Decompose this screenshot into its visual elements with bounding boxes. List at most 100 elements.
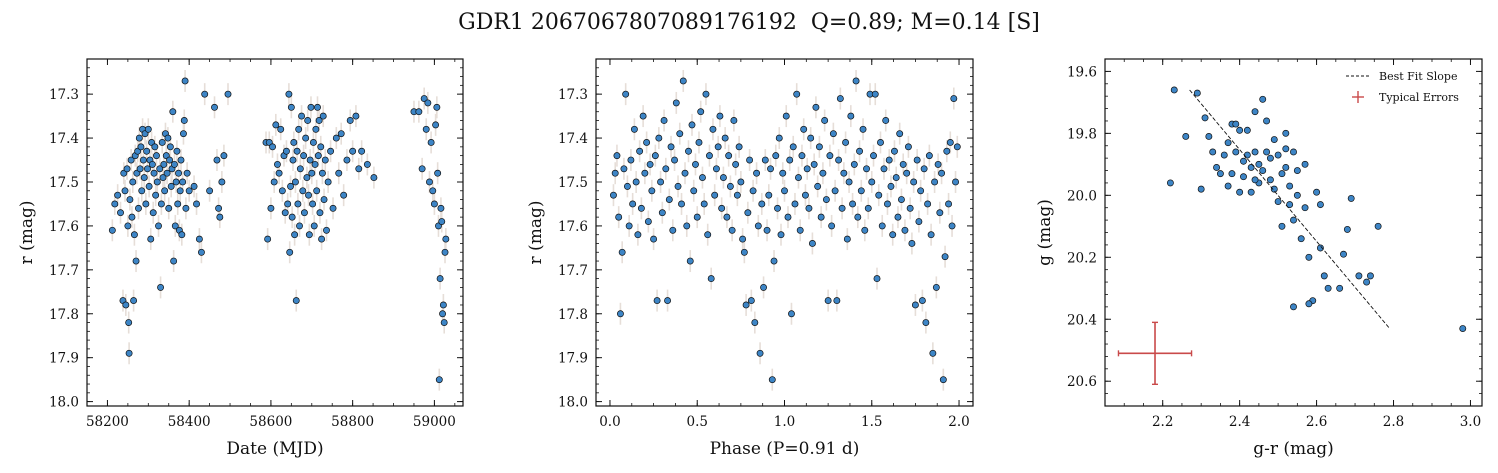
data-point <box>800 125 808 133</box>
data-point <box>650 235 658 243</box>
data-point <box>1228 170 1236 178</box>
data-point <box>786 156 794 164</box>
y-tick-label: 17.8 <box>558 307 588 323</box>
data-point <box>700 200 708 208</box>
data-point <box>1209 148 1217 156</box>
data-point <box>678 200 685 208</box>
data-point <box>148 160 156 168</box>
data-point <box>863 165 870 173</box>
legend: Best Fit Slope Typical Errors <box>1346 70 1459 104</box>
data-point <box>320 196 328 204</box>
data-point <box>1282 163 1290 171</box>
data-point <box>1313 188 1321 196</box>
data-point <box>426 178 433 186</box>
data-point <box>128 213 136 221</box>
x-tick-label: 59000 <box>413 414 456 430</box>
data-point <box>165 204 173 212</box>
data-point <box>270 178 278 186</box>
data-point <box>828 222 836 230</box>
data-point <box>1251 148 1259 156</box>
data-point <box>707 275 715 283</box>
data-point <box>153 152 160 160</box>
data-point <box>173 147 181 155</box>
data-point <box>688 121 696 129</box>
data-point <box>355 165 363 173</box>
data-point <box>751 319 759 326</box>
data-point <box>160 160 168 168</box>
data-point <box>791 200 799 208</box>
data-point <box>871 90 879 98</box>
data-point <box>272 121 280 129</box>
data-point <box>924 200 932 208</box>
data-point <box>314 152 322 160</box>
data-point <box>308 169 316 177</box>
data-point <box>427 139 435 146</box>
y-tick-label: 17.7 <box>558 263 588 279</box>
data-point <box>854 213 862 221</box>
y-tick-label: 20.6 <box>1067 374 1097 390</box>
data-point <box>732 160 740 168</box>
x-tick-label: 2.2 <box>1152 414 1173 430</box>
y-tick-label: 20.4 <box>1067 312 1097 328</box>
data-point <box>683 222 691 230</box>
y-axis-label: r (mag) <box>17 201 37 265</box>
y-axis-label: g (mag) <box>1035 199 1055 266</box>
data-point <box>352 112 360 120</box>
typical-error-bar <box>1117 321 1193 386</box>
y-tick-label: 18.0 <box>49 395 79 411</box>
data-point <box>884 200 891 208</box>
data-point <box>211 103 218 111</box>
data-point <box>953 143 961 151</box>
data-point <box>140 174 148 182</box>
data-point <box>704 231 712 239</box>
data-point <box>172 178 180 186</box>
data-point <box>125 349 133 357</box>
data-point <box>1347 194 1355 202</box>
data-point <box>610 191 617 199</box>
data-point <box>296 222 303 230</box>
data-point <box>135 134 143 142</box>
data-point <box>892 174 900 182</box>
data-point <box>332 134 340 142</box>
data-point <box>159 174 167 182</box>
panel-color-magnitude: 2.2 2.4 2.6 2.8 3.0 19.6 19.8 20.0 20.2 20.4 20.6 g… <box>1035 58 1483 459</box>
data-point <box>815 143 823 151</box>
data-point <box>1213 163 1221 171</box>
data-point <box>765 191 773 199</box>
data-point <box>843 235 851 243</box>
data-point <box>927 231 935 239</box>
data-point <box>693 213 701 221</box>
data-point <box>896 130 904 138</box>
data-point <box>615 213 623 221</box>
data-point <box>852 77 860 85</box>
data-point <box>169 108 177 116</box>
data-point <box>1193 89 1201 97</box>
data-point <box>648 187 656 195</box>
data-point <box>1220 151 1228 159</box>
data-point <box>1290 148 1297 156</box>
data-point <box>281 209 289 217</box>
data-point <box>157 283 165 291</box>
data-point <box>286 248 294 256</box>
data-point <box>1278 170 1286 178</box>
data-point <box>1274 198 1282 205</box>
data-point <box>903 169 911 177</box>
data-point <box>850 160 858 168</box>
data-point <box>803 165 811 173</box>
data-point <box>725 152 733 160</box>
data-point <box>721 134 729 142</box>
data-point <box>298 112 306 120</box>
data-point <box>163 169 171 177</box>
data-point <box>1286 182 1294 190</box>
data-point <box>287 103 295 111</box>
data-point <box>218 178 226 186</box>
data-point <box>934 160 942 168</box>
data-point <box>180 130 187 138</box>
data-point <box>313 187 321 195</box>
data-point <box>151 143 159 151</box>
x-axis-label: g-r (mag) <box>1253 439 1334 459</box>
data-point <box>807 134 815 142</box>
x-tick-label: 58400 <box>168 414 211 430</box>
data-point <box>723 213 731 221</box>
data-point <box>833 297 841 305</box>
